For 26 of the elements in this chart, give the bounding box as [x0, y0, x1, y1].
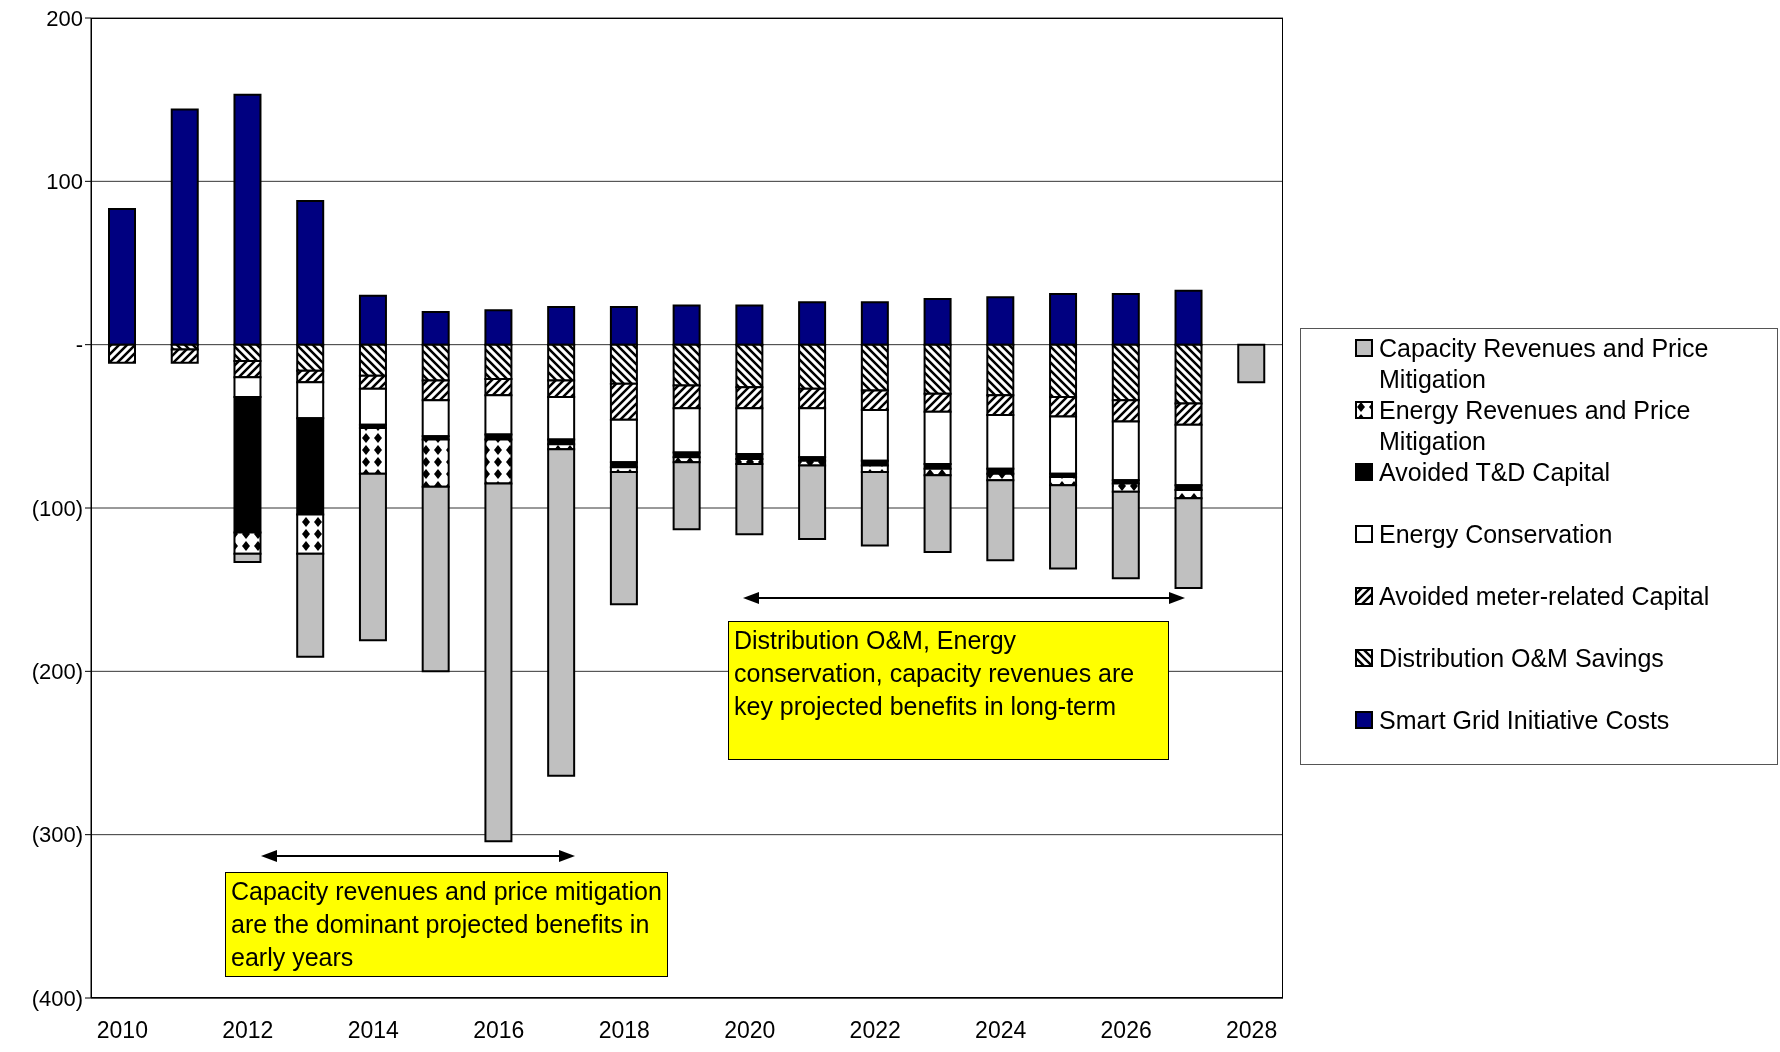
- x-tick-label: 2022: [849, 1017, 901, 1044]
- legend-label: Energy Conservation: [1379, 519, 1614, 550]
- y-tick-label: (100): [31, 495, 83, 521]
- legend-label: Avoided meter-related Capital: [1379, 581, 1711, 612]
- y-tick-label: 100: [46, 169, 83, 195]
- y-tick-label: (200): [31, 659, 83, 685]
- x-tick-label: 2020: [724, 1017, 776, 1044]
- x-tick-label: 2018: [598, 1017, 650, 1044]
- y-tick-label: (400): [31, 985, 83, 1011]
- y-tick-label: -: [75, 332, 83, 358]
- x-tick-label: 2012: [222, 1017, 274, 1044]
- y-tick-label: 200: [46, 5, 83, 31]
- annotation: Distribution O&M, Energy conservation, capacity revenues are key projected benefits in long-term: [728, 621, 1169, 760]
- annotation: Capacity revenues and price mitigation are the dominant projected benefits in early years: [225, 872, 668, 977]
- x-tick-label: 2010: [96, 1017, 148, 1044]
- legend-label: Distribution O&M Savings: [1379, 643, 1665, 674]
- x-tick-label: 2016: [473, 1017, 525, 1044]
- y-tick-label: (300): [31, 822, 83, 848]
- legend-label: Energy Revenues and Price Mitigation: [1379, 395, 1692, 457]
- legend-label: Capacity Revenues and Price Mitigation: [1379, 333, 1710, 395]
- legend-label: Avoided T&D Capital: [1379, 457, 1612, 488]
- x-tick-label: 2026: [1100, 1017, 1152, 1044]
- x-tick-label: 2028: [1226, 1017, 1278, 1044]
- legend-label: Smart Grid Initiative Costs: [1379, 705, 1671, 736]
- x-tick-label: 2014: [347, 1017, 400, 1044]
- x-tick-label: 2024: [975, 1017, 1027, 1044]
